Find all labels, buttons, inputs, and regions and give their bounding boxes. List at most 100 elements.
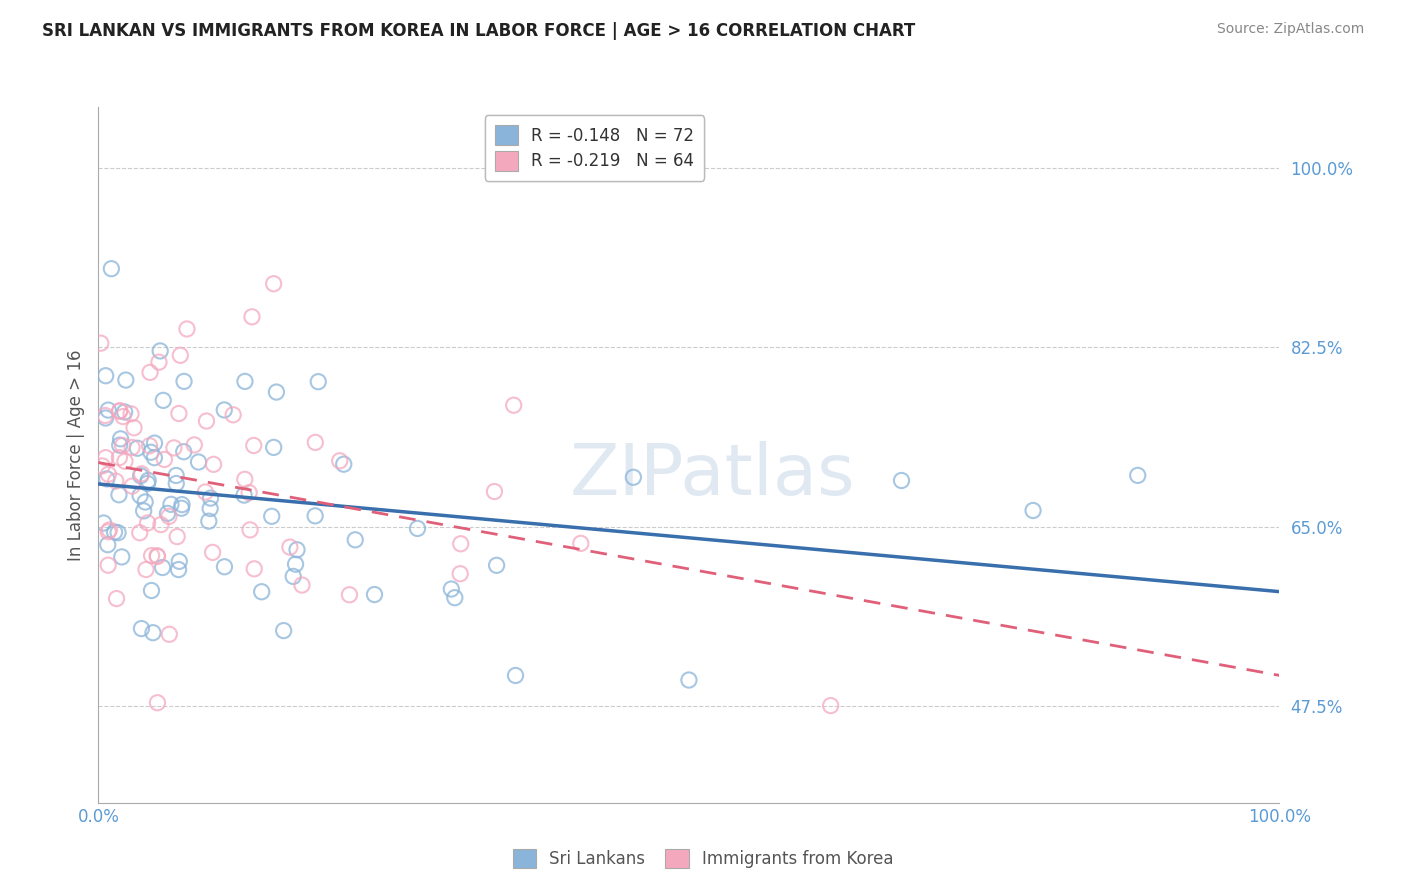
Point [94, 368, 117, 383]
Point [266, 385, 288, 400]
Point [242, 438, 264, 452]
Point [165, 468, 187, 483]
Point [160, 497, 183, 511]
Point [157, 509, 180, 524]
Point [176, 322, 198, 336]
Point [143, 450, 166, 465]
Point [152, 393, 174, 408]
Text: ZIPatlas: ZIPatlas [569, 442, 855, 510]
Point [278, 540, 301, 554]
Point [890, 474, 912, 488]
Point [98, 523, 121, 537]
Point [146, 549, 169, 564]
Point [114, 405, 136, 419]
Point [107, 525, 129, 540]
Point [169, 554, 191, 568]
Point [569, 536, 592, 550]
Point [103, 524, 125, 539]
Point [194, 485, 217, 500]
Point [108, 450, 131, 465]
Point [214, 403, 236, 417]
Point [136, 474, 159, 488]
Point [329, 454, 352, 468]
Point [146, 549, 169, 563]
Point [121, 441, 143, 455]
Point [502, 398, 524, 412]
Point [505, 668, 527, 682]
Point [138, 439, 160, 453]
Point [108, 438, 131, 452]
Point [332, 457, 354, 471]
Point [406, 521, 429, 535]
Point [129, 489, 152, 503]
Point [141, 549, 163, 563]
Point [105, 591, 128, 606]
Point [170, 498, 193, 512]
Point [139, 445, 162, 459]
Point [114, 454, 136, 468]
Point [243, 562, 266, 576]
Point [136, 516, 159, 530]
Point [214, 559, 236, 574]
Point [131, 622, 153, 636]
Point [139, 365, 162, 379]
Point [166, 530, 188, 544]
Point [97, 403, 120, 417]
Legend: R = -0.148   N = 72, R = -0.219   N = 64: R = -0.148 N = 72, R = -0.219 N = 64 [485, 115, 704, 180]
Point [1022, 503, 1045, 517]
Point [132, 504, 155, 518]
Point [127, 442, 149, 456]
Point [201, 545, 224, 559]
Point [94, 409, 117, 423]
Point [1126, 468, 1149, 483]
Point [450, 537, 472, 551]
Point [142, 625, 165, 640]
Point [141, 583, 163, 598]
Point [291, 578, 314, 592]
Point [100, 261, 122, 276]
Point [96, 472, 118, 486]
Point [97, 538, 120, 552]
Point [484, 484, 506, 499]
Point [104, 474, 127, 488]
Point [183, 438, 205, 452]
Point [344, 533, 367, 547]
Point [111, 438, 134, 452]
Point [91, 458, 114, 473]
Point [97, 467, 120, 482]
Point [149, 517, 172, 532]
Point [449, 566, 471, 581]
Point [143, 436, 166, 450]
Point [678, 673, 700, 687]
Point [108, 488, 131, 502]
Point [263, 441, 285, 455]
Point [134, 495, 156, 509]
Point [339, 588, 361, 602]
Point [284, 557, 307, 571]
Legend: Sri Lankans, Immigrants from Korea: Sri Lankans, Immigrants from Korea [506, 842, 900, 875]
Point [165, 476, 187, 491]
Point [307, 375, 329, 389]
Point [167, 407, 190, 421]
Point [146, 696, 169, 710]
Point [440, 582, 463, 596]
Point [129, 468, 152, 483]
Point [173, 444, 195, 458]
Point [93, 516, 115, 530]
Point [163, 441, 186, 455]
Point [108, 403, 131, 417]
Point [120, 407, 142, 421]
Point [233, 488, 256, 502]
Point [260, 509, 283, 524]
Point [202, 458, 225, 472]
Point [238, 485, 260, 500]
Point [169, 348, 191, 362]
Point [97, 558, 120, 573]
Point [263, 277, 285, 291]
Text: SRI LANKAN VS IMMIGRANTS FROM KOREA IN LABOR FORCE | AGE > 16 CORRELATION CHART: SRI LANKAN VS IMMIGRANTS FROM KOREA IN L… [42, 22, 915, 40]
Point [250, 584, 273, 599]
Point [239, 523, 262, 537]
Point [97, 524, 120, 539]
Text: Source: ZipAtlas.com: Source: ZipAtlas.com [1216, 22, 1364, 37]
Point [195, 414, 218, 428]
